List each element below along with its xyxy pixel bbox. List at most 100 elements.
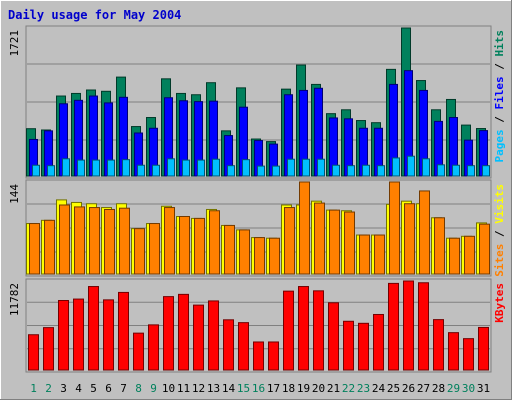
- legend-item: Pages: [493, 129, 506, 162]
- day-label-10: 10: [162, 382, 175, 395]
- bar-kbytes-day-13: [208, 300, 219, 371]
- bar-sites-day-13: [209, 210, 220, 275]
- day-label-12: 12: [192, 382, 205, 395]
- bar-pages-day-24: [377, 165, 385, 177]
- day-label-14: 14: [222, 382, 236, 395]
- bar-pages-day-29: [452, 164, 460, 177]
- day-label-22: 22: [342, 382, 355, 395]
- bar-kbytes-day-11: [178, 293, 189, 371]
- day-label-2: 2: [45, 382, 52, 395]
- day-label-18: 18: [282, 382, 295, 395]
- bar-pages-day-27: [422, 158, 430, 177]
- bar-kbytes-day-2: [43, 327, 54, 371]
- bar-kbytes-day-17: [268, 341, 279, 371]
- day-label-26: 26: [402, 382, 415, 395]
- bar-sites-day-29: [449, 237, 460, 275]
- bar-kbytes-day-12: [193, 304, 204, 371]
- bar-pages-day-19: [302, 158, 310, 177]
- bar-pages-day-13: [212, 158, 220, 177]
- y-max-label-kbytes: 11782: [8, 283, 21, 316]
- bar-pages-day-17: [272, 165, 280, 177]
- bar-pages-day-15: [242, 159, 250, 177]
- bar-sites-day-5: [89, 207, 100, 275]
- day-label-7: 7: [120, 382, 127, 395]
- day-label-29: 29: [447, 382, 460, 395]
- bar-pages-day-5: [92, 159, 100, 177]
- bar-sites-day-24: [374, 234, 385, 275]
- bar-kbytes-day-20: [313, 290, 324, 371]
- day-label-23: 23: [357, 382, 370, 395]
- bar-sites-day-25: [389, 181, 400, 275]
- bar-sites-day-14: [224, 224, 235, 275]
- day-label-3: 3: [60, 382, 67, 395]
- bar-kbytes-day-25: [388, 282, 399, 371]
- bar-pages-day-25: [392, 157, 400, 177]
- bar-kbytes-day-21: [328, 302, 339, 371]
- bar-sites-day-15: [239, 229, 250, 275]
- bar-pages-day-20: [317, 158, 325, 177]
- legend-item: Hits: [493, 30, 506, 57]
- day-label-1: 1: [30, 382, 37, 395]
- day-label-24: 24: [372, 382, 386, 395]
- day-label-13: 13: [207, 382, 220, 395]
- panel-hits: 1721 Pages / Files / Hits: [8, 25, 506, 179]
- legend-item: KBytes: [493, 283, 506, 323]
- bar-sites-day-17: [269, 237, 280, 275]
- day-label-5: 5: [90, 382, 97, 395]
- bar-pages-day-31: [482, 165, 490, 177]
- bar-sites-day-30: [464, 235, 475, 275]
- bar-pages-day-30: [467, 165, 475, 177]
- bar-kbytes-day-15: [238, 322, 249, 371]
- chart-panels: 1721 Pages / Files / Hits 144 Sites / Visit…: [8, 25, 506, 373]
- legend-item: Files: [493, 76, 506, 109]
- bar-sites-day-18: [284, 207, 295, 275]
- bar-pages-day-28: [437, 164, 445, 177]
- bar-sites-day-21: [329, 209, 340, 275]
- bar-kbytes-day-16: [253, 341, 264, 371]
- bar-pages-day-16: [257, 165, 265, 177]
- bar-sites-day-7: [119, 207, 130, 275]
- day-label-30: 30: [462, 382, 475, 395]
- bar-kbytes-day-24: [373, 313, 384, 371]
- bar-sites-day-12: [194, 217, 205, 275]
- bar-kbytes-day-23: [358, 322, 369, 371]
- bar-kbytes-day-3: [58, 300, 69, 371]
- bar-pages-day-3: [62, 158, 70, 177]
- legend-hits: Pages / Files / Hits: [493, 30, 506, 163]
- bar-pages-day-1: [32, 164, 40, 177]
- bar-sites-day-2: [44, 219, 55, 275]
- bar-kbytes-day-6: [103, 299, 114, 371]
- day-label-6: 6: [105, 382, 112, 395]
- legend-item: /: [493, 110, 506, 130]
- panel-kbytes: 11782 KBytes: [8, 278, 506, 373]
- day-label-4: 4: [75, 382, 82, 395]
- bar-sites-day-3: [59, 204, 70, 275]
- bar-pages-day-4: [77, 159, 85, 177]
- day-label-17: 17: [267, 382, 280, 395]
- legend-visits: Sites / Visits: [493, 184, 506, 277]
- bar-pages-day-12: [197, 159, 205, 177]
- bar-sites-day-23: [359, 234, 370, 275]
- bar-kbytes-day-4: [73, 298, 84, 371]
- legend-item: Sites: [493, 244, 506, 277]
- bar-pages-day-6: [107, 159, 115, 177]
- bar-kbytes-day-8: [133, 332, 144, 371]
- bar-kbytes-day-22: [343, 320, 354, 371]
- day-label-9: 9: [150, 382, 157, 395]
- bar-kbytes-day-9: [148, 324, 159, 371]
- day-label-16: 16: [252, 382, 265, 395]
- y-max-label-hits: 1721: [8, 30, 21, 57]
- bar-sites-day-22: [344, 211, 355, 275]
- bar-kbytes-day-28: [433, 319, 444, 371]
- bar-pages-day-22: [347, 165, 355, 177]
- day-label-19: 19: [297, 382, 310, 395]
- bar-kbytes-day-26: [403, 280, 414, 371]
- panel-visits: 144 Sites / Visits: [8, 179, 506, 277]
- day-axis-labels: 1 2 3 4 5 6 7 8 9 10 11 12 13 14 15 16 17 18 19 20 21 22 23 24 2…: [30, 382, 490, 395]
- bar-kbytes-day-1: [28, 334, 39, 371]
- bar-pages-day-11: [182, 159, 190, 177]
- bar-pages-day-8: [137, 164, 145, 177]
- bar-sites-day-20: [314, 202, 325, 275]
